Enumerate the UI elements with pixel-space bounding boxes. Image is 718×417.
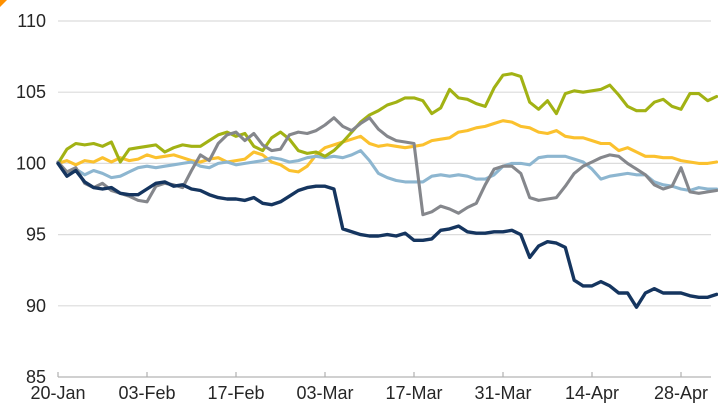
x-axis-tick-label: 14-Apr <box>565 383 619 403</box>
x-axis-tick-label: 03-Mar <box>296 383 353 403</box>
series-line-olive-green[interactable] <box>56 72 718 165</box>
y-axis-tick-label: 105 <box>16 82 46 102</box>
x-axis-tick-label: 17-Mar <box>385 383 442 403</box>
y-axis-tick-label: 100 <box>16 153 46 173</box>
x-axis-tick-label: 03-Feb <box>118 383 175 403</box>
y-axis-tick-label: 110 <box>17 11 46 31</box>
x-axis-tick-label: 31-Mar <box>474 383 531 403</box>
y-axis-tick-label: 85 <box>26 367 46 387</box>
series-line-gold[interactable] <box>56 119 718 174</box>
series-line-light-blue[interactable] <box>56 149 718 193</box>
x-axis-tick-label: 20-Jan <box>30 383 85 403</box>
y-axis-tick-label: 95 <box>26 225 46 245</box>
y-axis-tick-label: 90 <box>26 296 46 316</box>
x-axis-tick-label: 28-Apr <box>654 383 708 403</box>
x-axis-tick-label: 17-Feb <box>207 383 264 403</box>
corner-marker-icon <box>0 0 7 7</box>
series-line-navy[interactable] <box>56 161 718 309</box>
